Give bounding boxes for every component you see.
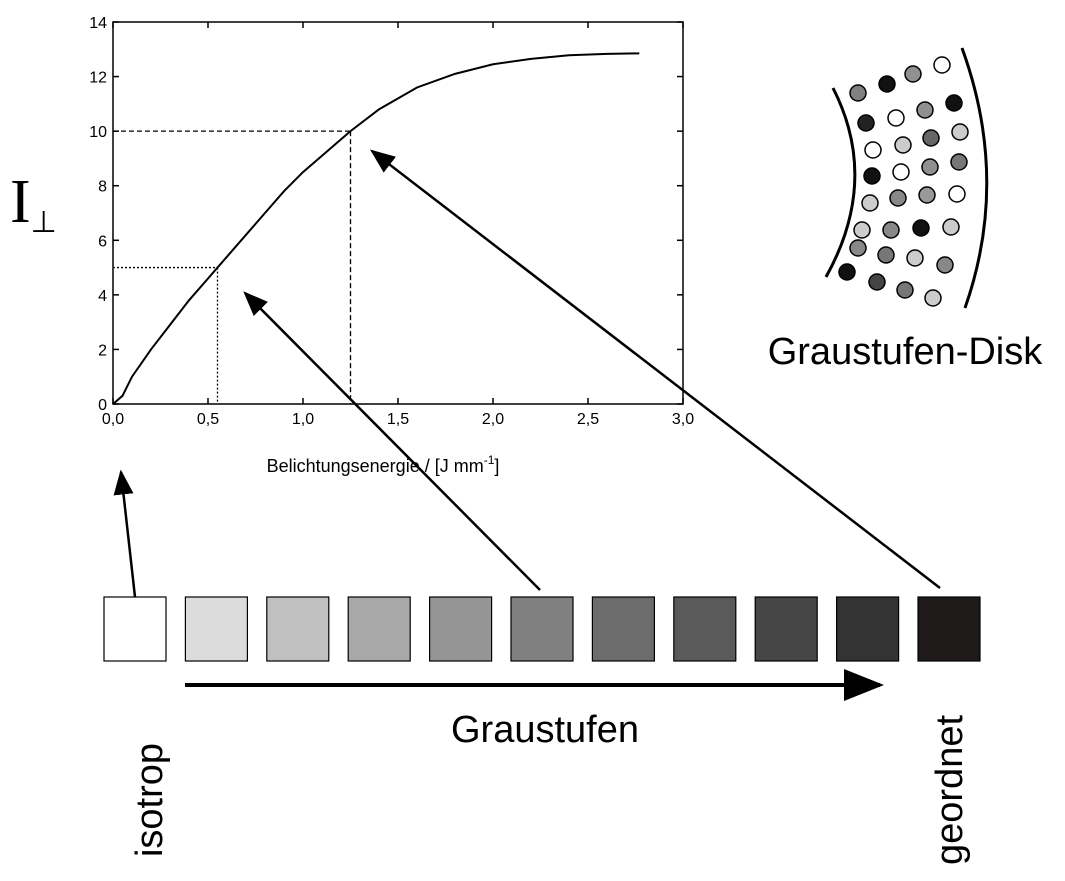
arrow: [113, 469, 137, 598]
gray-swatch: [184, 596, 248, 662]
gray-swatch: [754, 596, 818, 662]
x-tick-label: 2,5: [577, 411, 599, 428]
plot-frame: [112, 21, 684, 405]
gray-swatch: [510, 596, 574, 662]
x-axis-label-sup: -1: [484, 453, 495, 467]
y-tick-label: 14: [89, 15, 107, 32]
gray-swatch: [917, 596, 981, 662]
y-axis-label-sub: ⊥: [31, 205, 57, 240]
x-tick-label: 1,5: [387, 411, 409, 428]
y-tick-label: 0: [98, 397, 107, 414]
label-center: Graustufen: [451, 709, 639, 751]
gray-swatch: [591, 596, 656, 662]
y-tick-label: 6: [98, 233, 107, 250]
disk: [824, 47, 989, 309]
y-tick-label: 2: [98, 342, 107, 359]
label-right: geordnet: [929, 715, 971, 865]
disk-dots: [838, 56, 969, 307]
curve: [112, 52, 640, 405]
x-axis-label: Belichtungsenergie / [J mm-1]: [267, 453, 500, 476]
arrow: [370, 149, 941, 589]
gray-swatch: [673, 596, 737, 662]
gray-swatch: [266, 596, 330, 662]
disk-label: Graustufen-Disk: [768, 331, 1044, 373]
x-tick-label: 2,0: [482, 411, 504, 428]
y-tick-label: 10: [89, 124, 107, 141]
disk-edge: [960, 47, 989, 309]
gray-swatch: [429, 596, 493, 662]
x-axis-label-end: ]: [494, 456, 499, 476]
x-tick-label: 0,0: [102, 411, 124, 428]
gray-swatch: [347, 596, 411, 662]
gray-swatch: [103, 596, 167, 662]
x-axis-label-text: Belichtungsenergie / [J mm: [267, 456, 484, 476]
y-axis-label-text: I: [10, 168, 31, 236]
x-tick-label: 3,0: [672, 411, 694, 428]
gray-swatch: [835, 596, 900, 662]
disk-edge: [824, 87, 857, 278]
arrow: [243, 291, 541, 591]
y-axis-label: I⊥: [10, 168, 57, 240]
x-tick-label: 1,0: [292, 411, 314, 428]
y-tick-label: 4: [98, 288, 107, 305]
y-tick-label: 8: [98, 179, 107, 196]
y-tick-label: 12: [89, 70, 107, 87]
label-left: isotrop: [129, 743, 171, 857]
x-tick-label: 0,5: [197, 411, 219, 428]
